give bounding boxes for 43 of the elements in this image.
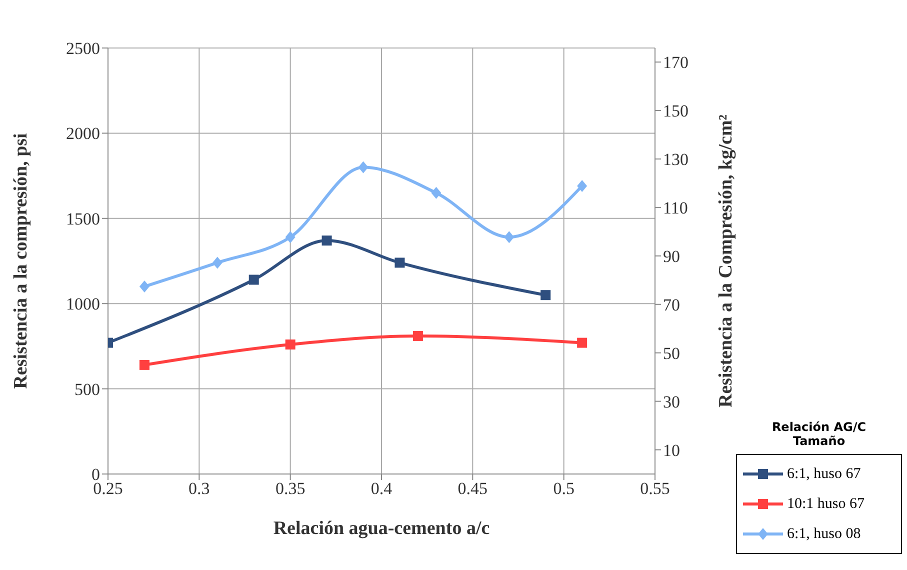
legend-label: 6:1, huso 08 — [787, 526, 861, 542]
point — [139, 280, 150, 293]
y2-tick-label: 150 — [663, 102, 688, 121]
y2-tick-label: 110 — [663, 198, 688, 218]
point — [540, 290, 551, 300]
y2-tick-label: 10 — [663, 440, 680, 460]
x-tick-label: 0.25 — [93, 479, 123, 498]
x-tick-label: 0.45 — [458, 479, 488, 498]
y-tick-label: 2000 — [66, 124, 100, 144]
point — [394, 258, 405, 268]
point — [212, 256, 222, 269]
y-tick-label: 2500 — [66, 39, 100, 58]
x-tick-label: 0.4 — [370, 479, 393, 498]
x-tick-label: 0.3 — [188, 479, 210, 498]
x-tick-label: 0.55 — [640, 479, 670, 498]
point — [139, 360, 150, 370]
point — [248, 274, 259, 285]
y2-tick-label: 70 — [663, 295, 680, 314]
point — [577, 180, 588, 192]
y2-tick-label: 170 — [663, 53, 688, 72]
point — [431, 186, 442, 199]
y-tick-label: 1000 — [66, 294, 100, 314]
point — [358, 161, 368, 174]
point — [285, 339, 296, 350]
x-tick-label: 0.5 — [553, 479, 574, 498]
point — [285, 231, 296, 244]
point — [322, 236, 332, 246]
y2-tick-label: 90 — [663, 246, 680, 266]
point — [412, 330, 423, 341]
x-tick-label: 0.35 — [275, 479, 306, 498]
y2-tick-label: 50 — [663, 344, 680, 363]
legend-title: Relación AG/C Tamaño — [770, 420, 868, 448]
point — [577, 338, 588, 348]
y-axis-title: Resistencia a la compresión, psi — [10, 133, 32, 389]
point — [504, 231, 514, 244]
y2-tick-label: 130 — [663, 150, 688, 170]
legend-label: 6:1, huso 67 — [787, 466, 861, 482]
y2-tick-label: 30 — [663, 392, 680, 412]
x-axis-title: Relación agua-cemento a/c — [273, 518, 490, 539]
y2-axis-title: Resistencia a la Compresión, kg/cm² — [716, 114, 737, 408]
y-tick-label: 1500 — [66, 209, 100, 228]
y-tick-label: 500 — [74, 380, 100, 399]
legend-label: 10:1 huso 67 — [787, 496, 865, 512]
